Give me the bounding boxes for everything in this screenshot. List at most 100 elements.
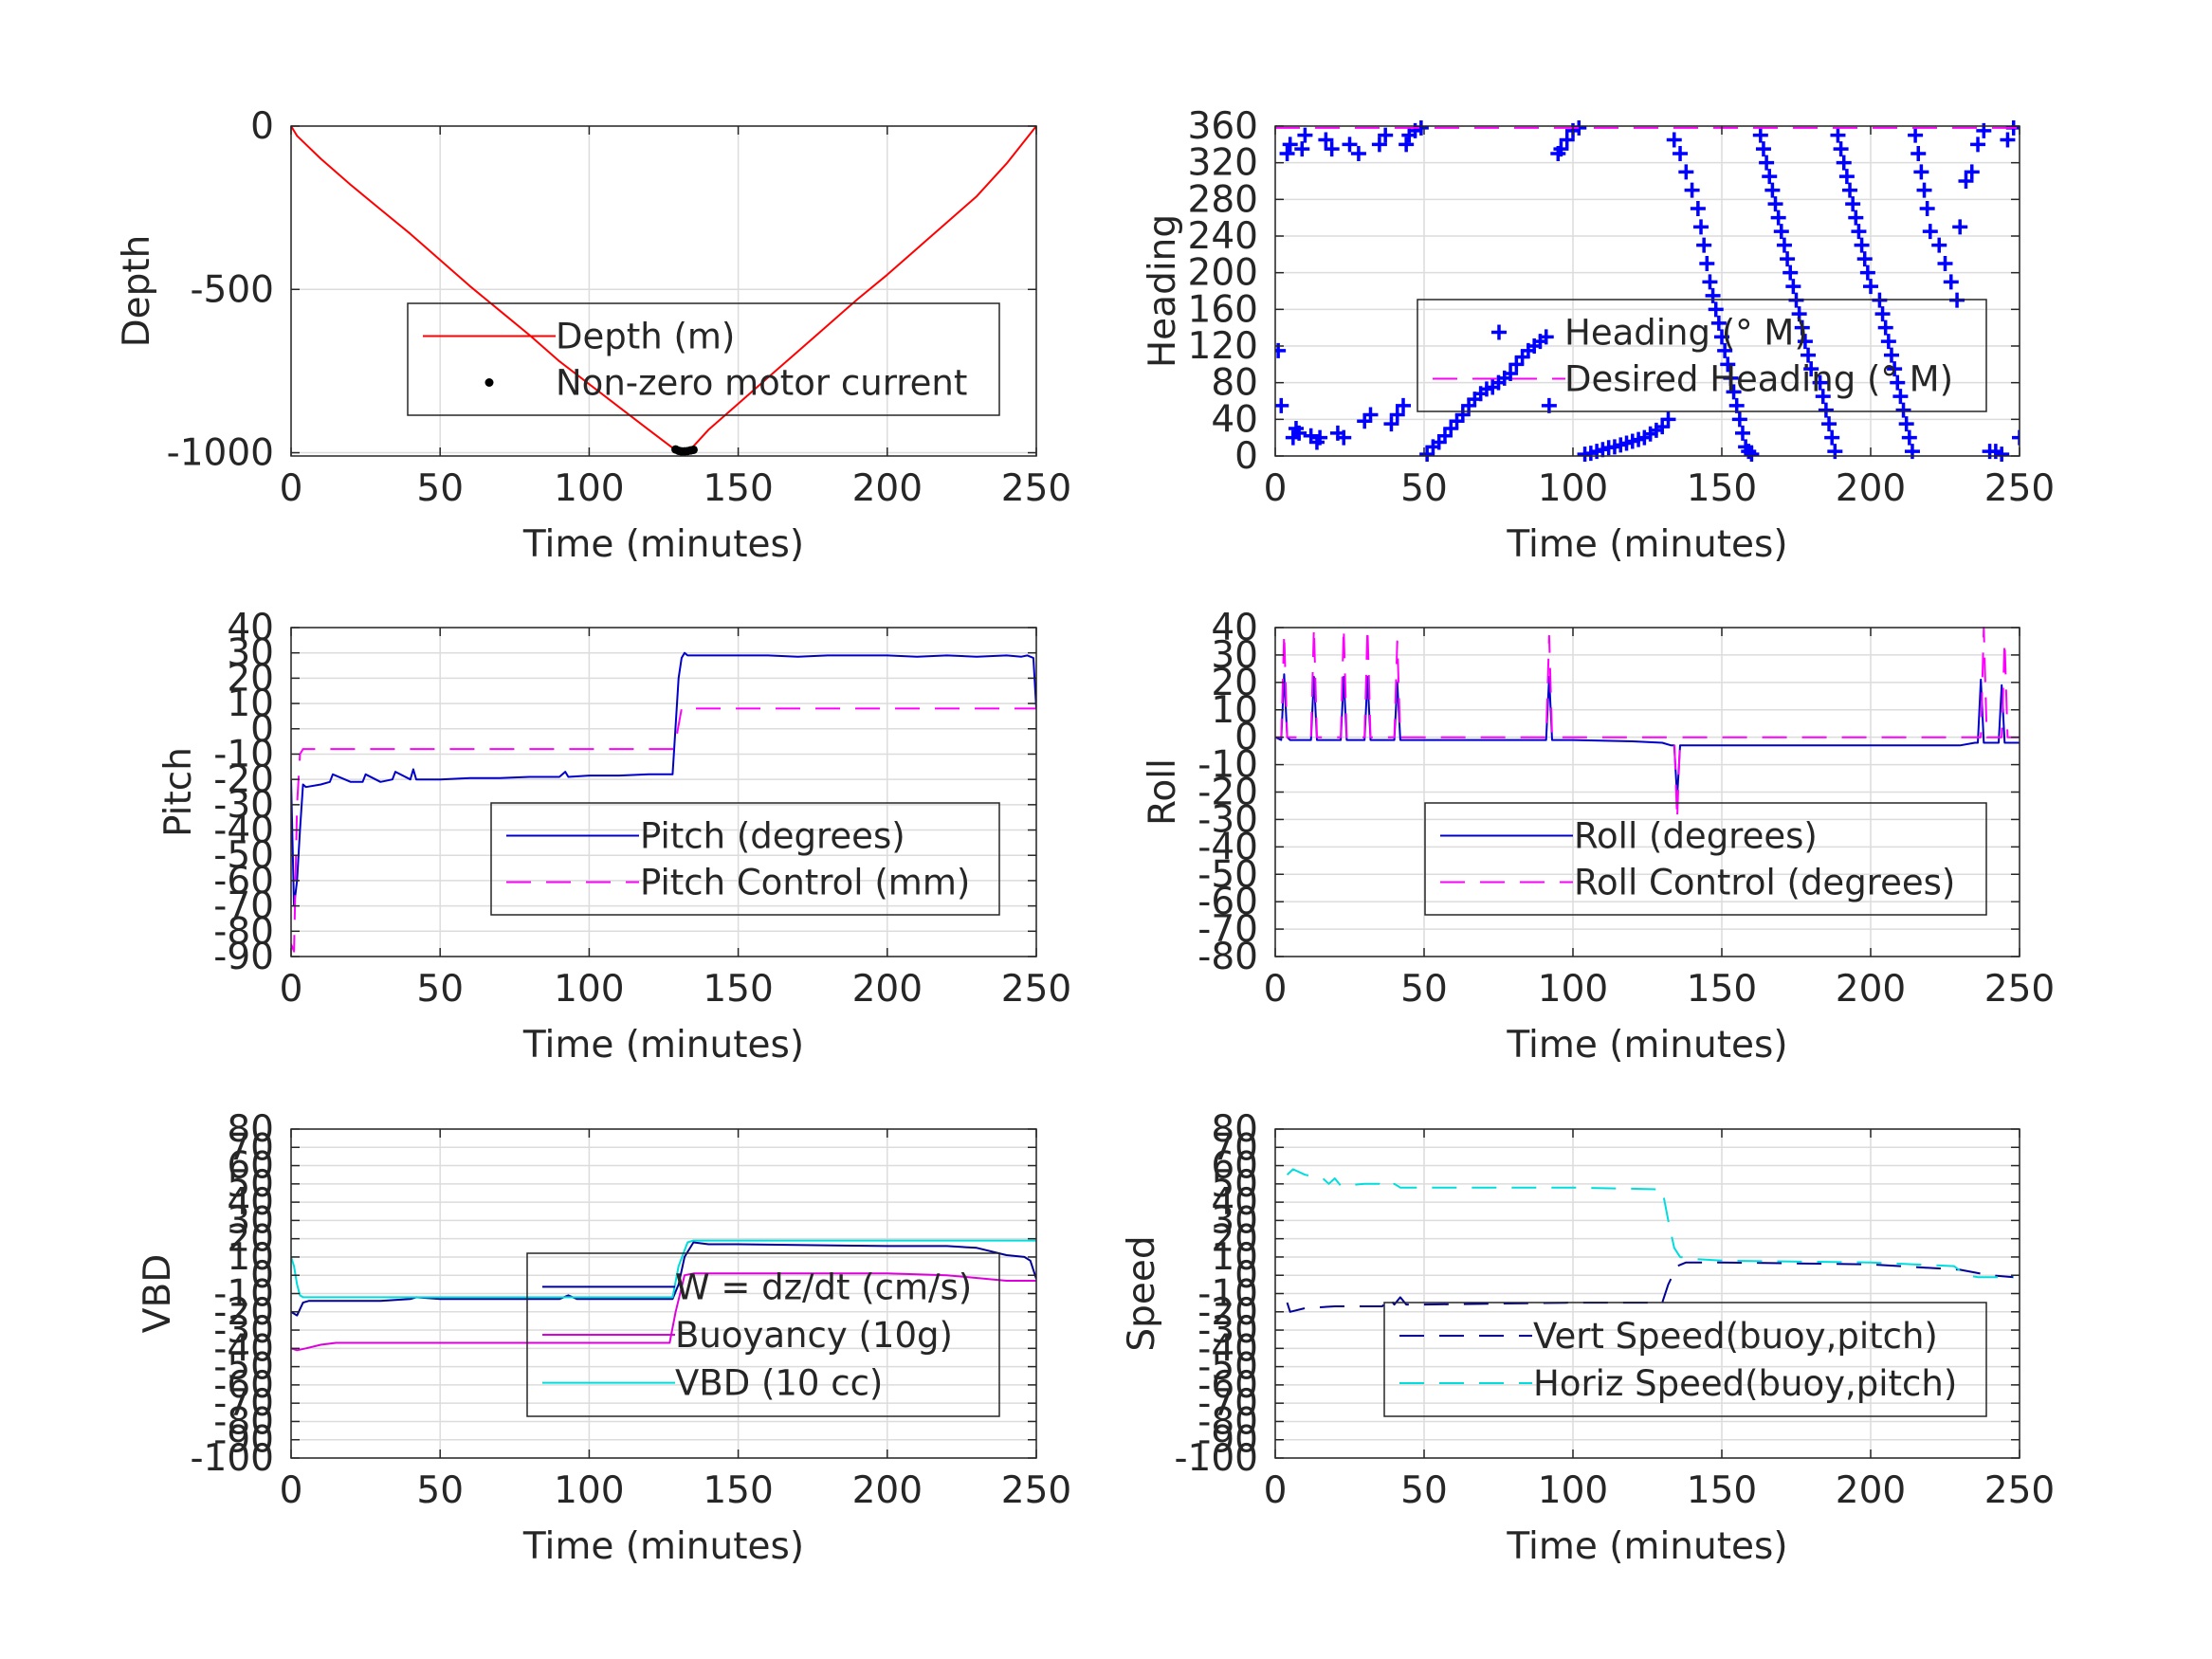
y-axis-label: Pitch — [157, 747, 200, 837]
y-tick-label: 10 — [1211, 1236, 1258, 1279]
data-point — [1759, 155, 1775, 171]
plot-area — [1275, 120, 2020, 462]
x-tick-label: 0 — [280, 968, 303, 1011]
series-depth-1 — [671, 445, 698, 456]
data-point — [1734, 425, 1750, 441]
y-tick-label: -60 — [1197, 1364, 1258, 1407]
data-point — [2000, 132, 2016, 148]
y-tick-label: 40 — [1211, 398, 1258, 441]
x-tick-label: 250 — [1984, 968, 2055, 1011]
data-point — [1312, 429, 1328, 446]
x-axis-label: Time (minutes) — [522, 523, 804, 566]
data-point — [688, 445, 698, 454]
data-point — [1958, 173, 1974, 189]
y-tick-label: 60 — [227, 1145, 274, 1188]
x-tick-label: 150 — [1687, 467, 1757, 510]
legend-box — [490, 802, 1000, 916]
y-tick-label: 40 — [227, 1181, 274, 1224]
x-tick-label: 100 — [1538, 1469, 1608, 1512]
x-tick-label: 100 — [1538, 467, 1608, 510]
y-tick-label: 360 — [1188, 105, 1258, 148]
chart-pitch: 0 50 100 150 200 250-90-80-70-60-50-40-30-20-… — [157, 607, 1071, 1066]
legend-label: Buoyancy (10g) — [675, 1315, 953, 1356]
data-point — [1910, 146, 1927, 161]
series-line-pitch-0 — [291, 651, 1036, 907]
y-axis-label: Depth — [116, 235, 158, 348]
legend: Vert Speed(buoy,pitch) Horiz Speed(buoy,p… — [1383, 1302, 1987, 1417]
series-line-roll-0 — [1275, 673, 2020, 799]
x-axis-label: Time (minutes) — [522, 1525, 804, 1568]
x-tick-label: 50 — [416, 467, 464, 510]
x-tick-label: 250 — [1001, 968, 1071, 1011]
y-tick-label: 0 — [1234, 1254, 1258, 1297]
data-point — [1291, 425, 1307, 441]
y-tick-label: 10 — [227, 683, 274, 725]
y-tick-label: 40 — [1211, 1181, 1258, 1224]
legend-label: Pitch (degrees) — [640, 816, 905, 857]
data-point — [1755, 141, 1771, 157]
data-point — [1919, 201, 1935, 216]
data-point — [1824, 429, 1840, 446]
y-tick-label: -20 — [213, 1291, 274, 1334]
x-axis-label: Time (minutes) — [522, 1024, 804, 1066]
data-point — [1678, 164, 1694, 180]
legend-label: Horiz Speed(buoy,pitch) — [1533, 1363, 1957, 1404]
legend-box — [1383, 1302, 1987, 1417]
x-tick-label: 100 — [554, 1469, 624, 1512]
data-point — [1744, 447, 1760, 462]
series-line-vbd-1 — [291, 1272, 1036, 1352]
data-point — [1541, 397, 1557, 413]
y-tick-label: 0 — [1234, 435, 1258, 478]
data-point — [1780, 251, 1796, 267]
series-line-speed-0 — [1286, 1261, 2014, 1313]
x-tick-label: 250 — [1001, 1469, 1071, 1512]
chart-vbd: 0 50 100 150 200 250-100-90-80-70-60-50-40-30… — [137, 1108, 1071, 1568]
x-tick-label: 50 — [1400, 1469, 1448, 1512]
data-point — [1770, 210, 1786, 226]
x-tick-label: 50 — [416, 1469, 464, 1512]
axes-frame — [290, 627, 1037, 957]
y-tick-label: -100 — [190, 1437, 274, 1480]
data-point — [1976, 122, 1992, 138]
legend-box — [526, 1252, 1000, 1417]
y-tick-label: 60 — [1211, 1145, 1258, 1188]
y-tick-label: -50 — [1197, 1346, 1258, 1389]
data-point — [1723, 370, 1739, 386]
data-point — [1970, 137, 1986, 153]
data-point — [1898, 416, 1914, 432]
series-line-vbd-0 — [291, 1241, 1036, 1317]
data-point — [1937, 256, 1953, 271]
legend-label: Roll Control (degrees) — [1574, 863, 1955, 903]
series-line-speed-1 — [1286, 1168, 2014, 1279]
data-point — [1371, 137, 1387, 153]
data-point — [1776, 237, 1792, 253]
data-point — [1714, 329, 1729, 345]
legend-box — [1424, 802, 1987, 916]
series-line-vbd-2 — [291, 1239, 1036, 1299]
data-point — [1908, 127, 1924, 143]
data-point — [1785, 279, 1801, 295]
y-tick-label: 160 — [1188, 288, 1258, 331]
y-tick-label: -20 — [213, 758, 274, 801]
legend: Pitch (degrees) Pitch Control (mm) — [490, 802, 1000, 916]
data-point — [1503, 366, 1519, 381]
data-point — [1851, 224, 1867, 240]
y-tick-label: -500 — [190, 268, 274, 311]
y-tick-label: -10 — [1197, 1273, 1258, 1316]
x-tick-label: 200 — [1836, 968, 1906, 1011]
data-point — [1904, 444, 1920, 460]
data-point — [1350, 146, 1366, 161]
plot-area — [1275, 627, 2020, 821]
y-tick-label: 80 — [1211, 362, 1258, 405]
y-tick-label: 30 — [227, 632, 274, 675]
data-point — [1275, 397, 1289, 413]
x-tick-label: 100 — [1538, 968, 1608, 1011]
data-point — [1275, 342, 1287, 358]
chart-roll: 0 50 100 150 200 250-80-70-60-50-40-30-20-100… — [1142, 607, 2055, 1066]
x-tick-label: 150 — [703, 467, 773, 510]
y-tick-label: 10 — [227, 1236, 274, 1279]
y-tick-label: -60 — [213, 860, 274, 902]
y-tick-label: 0 — [1234, 717, 1258, 759]
y-tick-label: -90 — [213, 1419, 274, 1462]
y-tick-label: 120 — [1188, 325, 1258, 368]
